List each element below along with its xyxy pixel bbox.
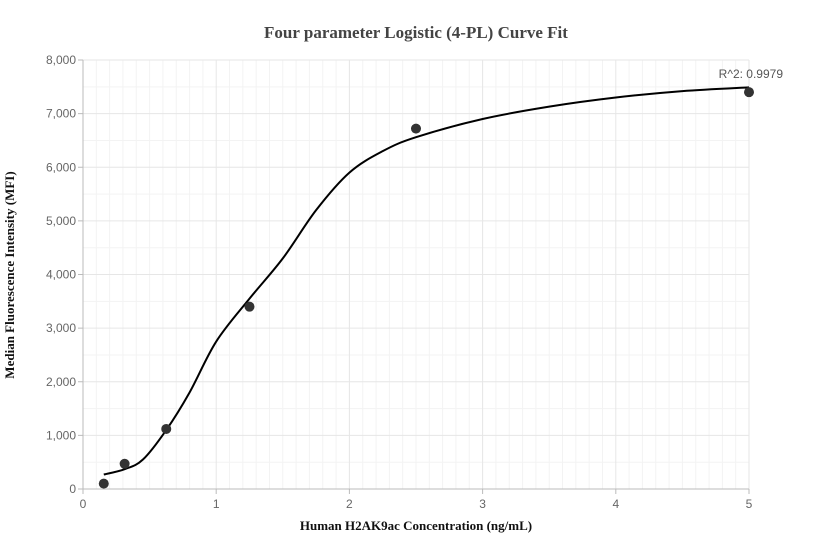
data-point[interactable] bbox=[98, 478, 109, 489]
fit-curve bbox=[103, 86, 750, 476]
data-point[interactable] bbox=[119, 458, 130, 469]
y-tick-label: 5,000 bbox=[46, 214, 76, 228]
y-tick-label: 3,000 bbox=[46, 321, 76, 335]
y-tick-label: 0 bbox=[69, 482, 76, 496]
y-tick-label: 2,000 bbox=[46, 375, 76, 389]
y-tick-label: 8,000 bbox=[46, 53, 76, 67]
x-tick-label: 4 bbox=[612, 497, 619, 511]
x-tick-label: 1 bbox=[213, 497, 220, 511]
data-point[interactable] bbox=[411, 123, 421, 134]
y-axis-ticks: 0 1,000 2,000 3,000 4,000 5,000 6,000 7,000 8,00… bbox=[46, 53, 83, 496]
x-axis-ticks: 0 1 2 3 4 5 bbox=[80, 489, 753, 511]
y-tick-label: 1,000 bbox=[46, 428, 76, 442]
data-point[interactable] bbox=[244, 301, 255, 312]
r-squared-annotation: R^2: 0.9979 bbox=[719, 67, 784, 81]
x-axis-label: Human H2AK9ac Concentration (ng/mL) bbox=[300, 518, 532, 533]
x-tick-label: 2 bbox=[346, 497, 353, 511]
y-axis-label: Median Fluorescence Intensity (MFI) bbox=[2, 171, 17, 378]
y-tick-label: 7,000 bbox=[46, 107, 76, 121]
data-point[interactable] bbox=[161, 423, 172, 434]
fit-curve-line bbox=[103, 86, 750, 476]
chart-title: Four parameter Logistic (4-PL) Curve Fit bbox=[264, 23, 568, 42]
data-points bbox=[98, 87, 754, 489]
x-tick-label: 3 bbox=[479, 497, 486, 511]
y-tick-label: 6,000 bbox=[46, 160, 76, 174]
data-point[interactable] bbox=[744, 87, 754, 98]
x-tick-label: 0 bbox=[80, 497, 87, 511]
y-tick-label: 4,000 bbox=[46, 268, 76, 282]
x-tick-label: 5 bbox=[746, 497, 753, 511]
